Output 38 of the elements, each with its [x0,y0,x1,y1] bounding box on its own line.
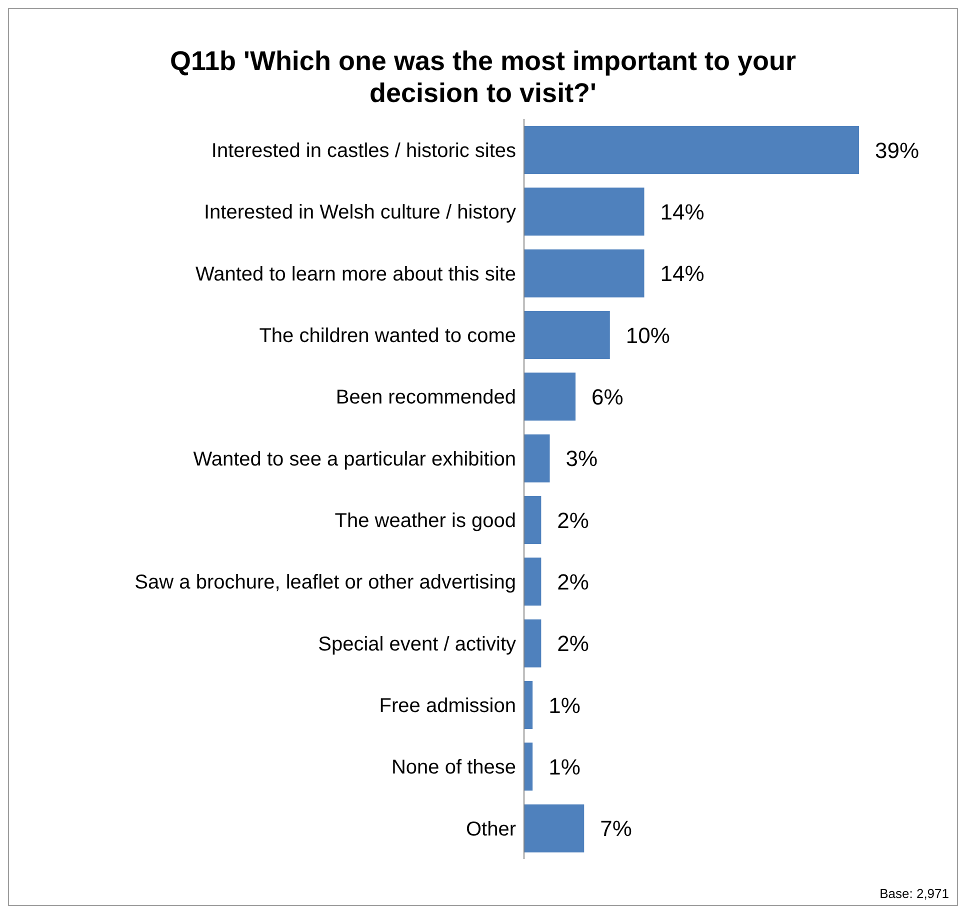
data-label: 3% [566,446,598,472]
y-tick-label: Been recommended [336,386,516,409]
y-tick-label: Interested in castles / historic sites [211,140,516,162]
data-label: 2% [557,569,589,594]
bar [524,188,644,236]
y-tick-label: None of these [391,756,516,779]
bar [524,804,584,852]
bar [524,372,576,421]
y-tick-label: Wanted to see a particular exhibition [193,448,516,470]
bar [524,496,542,544]
chart-title: Q11b 'Which one was the most important to your decision to visit?' [169,45,797,109]
data-label: 14% [660,261,704,286]
y-tick-label: Free admission [379,694,516,717]
data-label: 14% [660,199,704,224]
data-label: 6% [592,384,624,410]
bar [524,619,542,668]
data-label: 1% [548,692,580,718]
data-label: 2% [557,631,589,656]
y-tick-label: The children wanted to come [259,324,516,347]
y-tick-label: Other [466,818,516,840]
data-label: 39% [875,138,920,163]
data-label: 7% [600,816,632,842]
data-label: 1% [548,754,580,780]
bar [524,249,644,298]
y-tick-label: Special event / activity [318,633,516,656]
bar [524,558,542,606]
bar [524,126,859,174]
y-tick-label: Interested in Welsh culture / history [204,202,516,224]
y-tick-label: The weather is good [334,510,516,532]
bar [524,681,533,729]
data-label: 2% [557,508,589,533]
y-tick-label: Wanted to learn more about this site [195,263,516,286]
bar [524,742,533,791]
text: Base: 2,971 [880,886,949,901]
y-tick-label: Saw a brochure, leaflet or other advertising [134,572,516,594]
data-label: 10% [626,322,670,348]
bar [524,311,610,359]
bar [524,434,550,482]
